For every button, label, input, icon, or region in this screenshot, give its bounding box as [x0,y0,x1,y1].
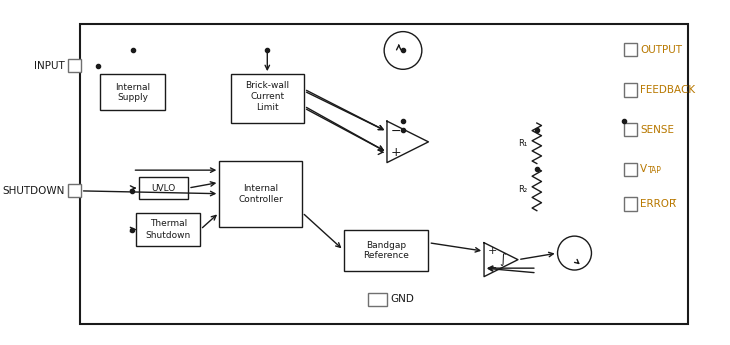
Text: Brick-wall: Brick-wall [245,81,289,90]
Text: Internal: Internal [115,83,150,92]
Bar [623,197,637,211]
Text: Internal: Internal [243,184,278,193]
Bar [623,83,637,97]
Bar [623,43,637,56]
Text: OUTPUT: OUTPUT [640,45,683,55]
Bar [101,74,164,110]
Text: UVLO: UVLO [152,184,176,193]
Text: Current: Current [250,92,285,101]
Bar [80,24,688,324]
Text: FEEDBACK: FEEDBACK [640,85,696,95]
Text: Bandgap: Bandgap [366,241,406,250]
Text: TAP: TAP [648,166,662,175]
Text: Thermal: Thermal [150,219,187,228]
Text: GND: GND [391,294,415,304]
Bar [67,184,81,197]
Bar [623,123,637,136]
Bar [623,162,637,176]
Text: Supply: Supply [117,93,148,102]
Text: Controller: Controller [238,195,283,204]
Text: SHUTDOWN: SHUTDOWN [2,186,65,196]
Text: Reference: Reference [363,252,409,260]
Text: +: + [391,146,402,159]
Bar [219,161,302,227]
Text: ERROR̅: ERROR̅ [640,199,677,209]
Text: −: − [391,125,402,138]
Text: INPUT: INPUT [34,60,65,70]
Text: R₁: R₁ [518,139,527,148]
Bar [231,74,304,123]
Text: V: V [639,164,647,174]
Text: +: + [488,246,497,256]
Text: ∫: ∫ [499,253,506,266]
Text: R₂: R₂ [518,185,527,194]
Text: SENSE: SENSE [640,125,675,135]
Bar [67,59,81,72]
Text: −: − [488,263,497,273]
Bar [344,229,429,271]
Bar [368,293,387,306]
Text: Limit: Limit [256,104,279,112]
Bar [139,177,188,199]
Bar [137,213,201,246]
Text: Shutdown: Shutdown [146,231,191,240]
